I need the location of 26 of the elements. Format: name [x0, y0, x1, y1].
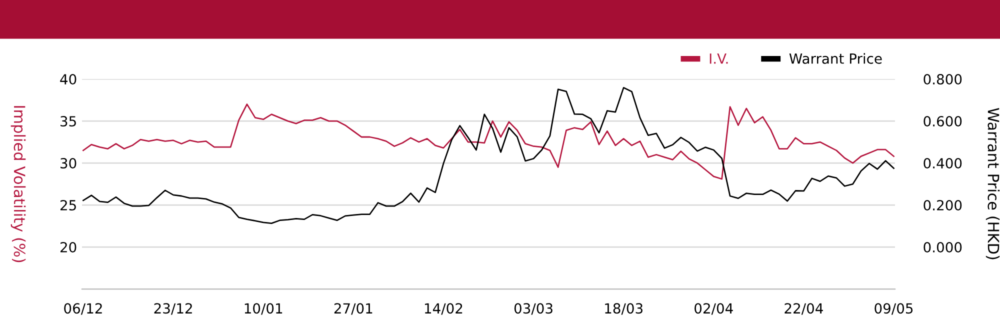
legend-label: Warrant Price — [789, 53, 882, 64]
x-tick-label: 14/02 — [424, 303, 462, 315]
x-tick-label: 09/05 — [874, 303, 913, 315]
y2-tick-label: 0.200 — [924, 200, 962, 210]
x-tick-label: 27/01 — [334, 303, 372, 315]
y-tick-label: 40 — [60, 74, 76, 85]
y-tick-label: 20 — [60, 242, 76, 252]
y2-tick-label: 0.400 — [924, 158, 962, 169]
y-tick-label: 30 — [60, 158, 76, 169]
legend-label: I.V. — [710, 54, 728, 64]
y2-tick-label: 0.000 — [924, 242, 962, 252]
y2-tick-label: 0.800 — [924, 74, 962, 85]
y-axis-title: Implied Volatility (%) — [10, 106, 26, 262]
x-tick-label: 18/03 — [605, 303, 642, 315]
x-tick-label: 06/12 — [64, 303, 102, 315]
line-series — [82, 104, 894, 180]
x-tick-label: 22/04 — [784, 303, 823, 315]
y-tick-label: 25 — [60, 200, 76, 210]
y2-tick-label: 0.600 — [924, 116, 962, 127]
x-tick-label: 10/01 — [244, 303, 282, 315]
y2-axis-title: Warrant Price (HKD) — [986, 108, 1000, 260]
x-tick-label: 23/12 — [154, 303, 192, 315]
x-tick-label: 02/04 — [694, 303, 733, 315]
line-series — [82, 86, 894, 224]
y-tick-label: 35 — [60, 116, 76, 127]
x-tick-label: 03/03 — [514, 303, 552, 315]
